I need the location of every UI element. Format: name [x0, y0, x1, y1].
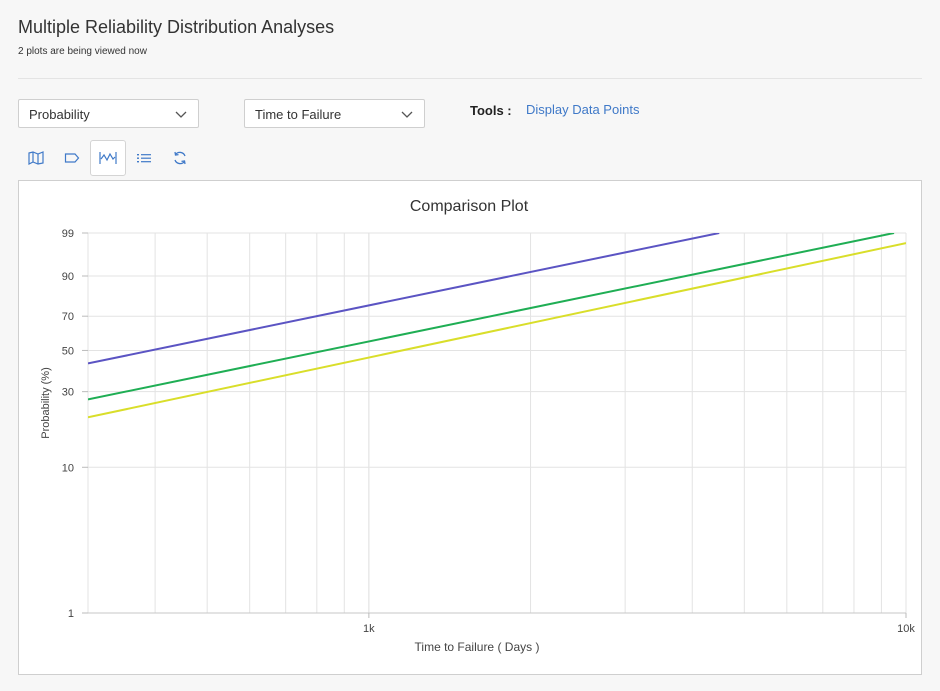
series-line-2: [88, 233, 895, 401]
comparison-plot: 1 10 30 50 70 90 99 1k 10k Comparison Plot Time to…: [40, 198, 915, 654]
page-subtitle: 2 plots are being viewed now: [18, 46, 147, 57]
x-variable-select[interactable]: Time to Failure: [244, 99, 425, 128]
list-icon: [137, 154, 151, 163]
x-variable-value: Time to Failure: [255, 107, 342, 122]
header-divider: [18, 78, 922, 79]
refresh-icon: [174, 151, 186, 165]
chart-panel: 1 10 30 50 70 90 99 1k 10k Comparison Plot Time to…: [18, 180, 922, 675]
display-data-points-link[interactable]: Display Data Points: [526, 102, 640, 117]
y-tick-label: 90: [62, 271, 74, 283]
y-tick-label: 50: [62, 345, 74, 357]
chart-title: Comparison Plot: [410, 198, 529, 215]
y-tick-label: 10: [62, 462, 74, 474]
series-line-1: [88, 233, 720, 365]
map-button[interactable]: [18, 140, 54, 176]
x-tick-label: 1k: [363, 623, 375, 635]
y-tick-label: 70: [62, 311, 74, 323]
chevron-down-icon: [401, 111, 413, 118]
plot-type-select[interactable]: Probability: [18, 99, 199, 128]
tag-button[interactable]: [54, 140, 90, 176]
map-icon: [28, 151, 44, 165]
y-tick-label: 30: [62, 387, 74, 399]
page-title: Multiple Reliability Distribution Analys…: [18, 17, 335, 37]
list-button[interactable]: [126, 140, 162, 176]
series-line-3: [88, 242, 906, 419]
x-tick-label: 10k: [897, 623, 915, 635]
tag-icon: [64, 153, 80, 163]
comparison-plot-icon: [99, 152, 117, 164]
y-tick-label: 99: [62, 228, 74, 240]
tools-label: Tools :: [470, 103, 512, 118]
y-tick-label: 1: [68, 608, 74, 620]
y-axis-label: Probability (%): [40, 367, 52, 439]
refresh-button[interactable]: [162, 140, 198, 176]
comparison-plot-button[interactable]: [90, 140, 126, 176]
chevron-down-icon: [175, 111, 187, 118]
plot-type-value: Probability: [29, 107, 90, 122]
x-axis-label: Time to Failure ( Days ): [415, 640, 540, 654]
